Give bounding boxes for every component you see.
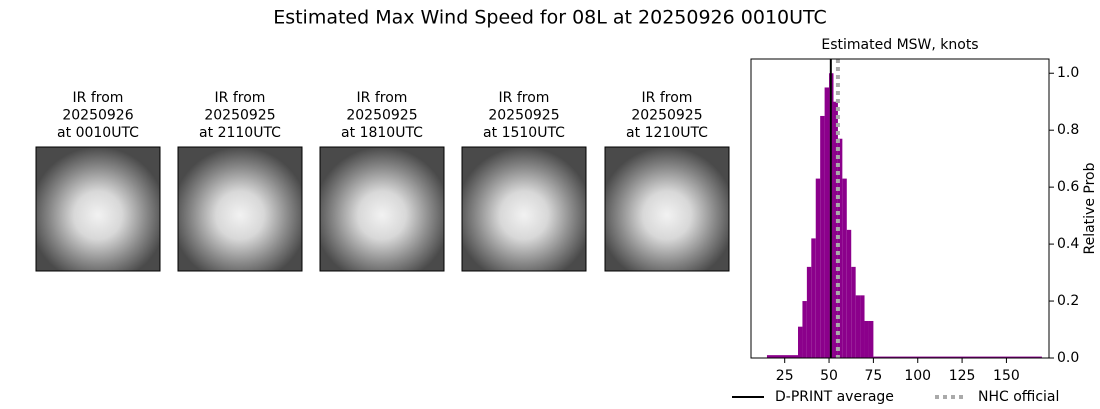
- bar: [766, 355, 799, 358]
- panel-label: at 0010UTC: [57, 125, 139, 141]
- panel-label: at 1810UTC: [341, 125, 423, 141]
- ir-image: [35, 146, 161, 272]
- bar: [824, 87, 830, 358]
- ir-image: [319, 146, 445, 272]
- legend-label: D-PRINT average: [775, 389, 894, 405]
- panel-label: 20250925: [488, 108, 559, 124]
- y-tick-label: 0.8: [1057, 122, 1079, 138]
- bar: [802, 301, 807, 358]
- panel-label: 20250925: [346, 108, 417, 124]
- figure-title: Estimated Max Wind Speed for 08L at 2025…: [273, 7, 827, 29]
- plot-frame: [750, 58, 1050, 359]
- x-tick-label: 125: [949, 368, 976, 384]
- panel-label: IR from: [642, 90, 693, 106]
- ir-image: [604, 146, 730, 272]
- y-tick-label: 0.0: [1057, 350, 1079, 366]
- y-tick-label: 0.2: [1057, 293, 1079, 309]
- x-tick-label: 25: [776, 368, 794, 384]
- x-tick-label: 100: [904, 368, 931, 384]
- ir-image: [177, 146, 303, 272]
- x-tick-label: 75: [864, 368, 882, 384]
- bar: [842, 178, 847, 358]
- bar: [846, 229, 852, 358]
- y-tick-label: 1.0: [1057, 65, 1079, 81]
- x-tick-label: 150: [993, 368, 1020, 384]
- panel-label: at 1210UTC: [626, 125, 708, 141]
- ir-image: [461, 146, 587, 272]
- panel-label: at 1510UTC: [483, 125, 565, 141]
- bar: [855, 295, 861, 358]
- bar: [851, 266, 856, 358]
- panel-label: IR from: [499, 90, 550, 106]
- legend-label: NHC official: [978, 389, 1059, 405]
- histogram-chart: Estimated MSW, knots 25 50 75 100 125 150 0.0 0.…: [732, 37, 1098, 405]
- y-tick-label: 0.4: [1057, 236, 1079, 252]
- panel-label: IR from: [73, 90, 124, 106]
- bar: [868, 320, 874, 358]
- bar: [837, 138, 843, 358]
- panel-label: IR from: [215, 90, 266, 106]
- panel-label: IR from: [357, 90, 408, 106]
- panel-label: 20250925: [204, 108, 275, 124]
- chart-title: Estimated MSW, knots: [821, 37, 978, 53]
- y-tick-label: 0.6: [1057, 179, 1079, 195]
- panel-label: 20250926: [62, 108, 133, 124]
- bar: [833, 101, 838, 358]
- panel-label: 20250925: [631, 108, 702, 124]
- panel-label: at 2110UTC: [199, 125, 281, 141]
- bar: [864, 320, 869, 358]
- bar: [806, 266, 812, 358]
- x-tick-label: 50: [820, 368, 838, 384]
- bar: [798, 326, 803, 358]
- bar: [815, 178, 821, 358]
- y-axis-label: Relative Prob: [1082, 162, 1098, 254]
- bar: [820, 115, 825, 358]
- bar: [811, 238, 816, 358]
- bar: [873, 356, 1042, 358]
- bar: [860, 295, 865, 358]
